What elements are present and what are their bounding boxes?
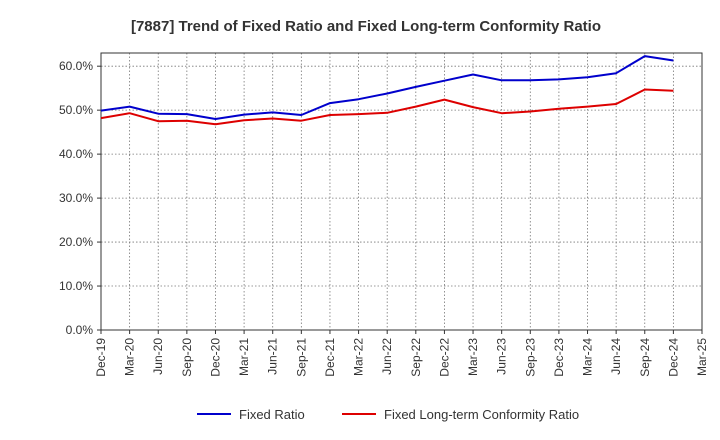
- y-axis: 0.0% 10.0% 20.0% 30.0% 40.0% 50.0% 60.0%: [59, 59, 101, 337]
- x-tick-label: Jun-24: [609, 338, 623, 375]
- y-tick-label: 60.0%: [59, 59, 93, 73]
- legend-label: Fixed Ratio: [239, 407, 305, 422]
- x-tick-label: Dec-23: [552, 338, 566, 377]
- y-tick-label: 30.0%: [59, 191, 93, 205]
- legend: Fixed Ratio Fixed Long-term Conformity Ra…: [197, 407, 579, 422]
- grid: [101, 53, 702, 330]
- x-tick-label: Dec-24: [666, 338, 680, 377]
- x-tick-label: Sep-20: [180, 338, 194, 377]
- x-tick-label: Mar-21: [237, 338, 251, 376]
- x-tick-label: Dec-20: [208, 338, 222, 377]
- x-tick-label: Sep-22: [409, 338, 423, 377]
- x-tick-label: Jun-22: [380, 338, 394, 375]
- x-tick-label: Mar-22: [352, 338, 366, 376]
- x-tick-label: Dec-22: [437, 338, 451, 377]
- x-tick-label: Mar-20: [123, 338, 137, 376]
- x-tick-label: Mar-23: [466, 338, 480, 376]
- x-tick-label: Jun-23: [495, 338, 509, 375]
- y-tick-label: 20.0%: [59, 235, 93, 249]
- y-tick-label: 40.0%: [59, 147, 93, 161]
- x-tick-label: Dec-21: [323, 338, 337, 377]
- plot-area: [100, 52, 703, 331]
- chart-title: [7887] Trend of Fixed Ratio and Fixed Lo…: [131, 18, 601, 35]
- x-tick-label: Sep-23: [523, 338, 537, 377]
- x-tick-label: Mar-24: [581, 338, 595, 376]
- legend-label: Fixed Long-term Conformity Ratio: [384, 407, 579, 422]
- x-tick-label: Dec-19: [94, 338, 108, 377]
- series-group: [100, 55, 674, 126]
- series-line-1: [100, 55, 674, 120]
- y-tick-label: 0.0%: [66, 323, 94, 337]
- y-tick-label: 50.0%: [59, 103, 93, 117]
- x-tick-label: Sep-21: [294, 338, 308, 377]
- x-axis: Dec-19 Mar-20 Jun-20 Sep-20 Dec-20 Mar-21 Jun-…: [94, 330, 709, 377]
- x-tick-label: Mar-25: [695, 338, 709, 376]
- x-tick-label: Jun-21: [266, 338, 280, 375]
- x-tick-label: Sep-24: [638, 338, 652, 377]
- series-line-2: [100, 88, 674, 126]
- x-tick-label: Jun-20: [151, 338, 165, 375]
- y-tick-label: 10.0%: [59, 279, 93, 293]
